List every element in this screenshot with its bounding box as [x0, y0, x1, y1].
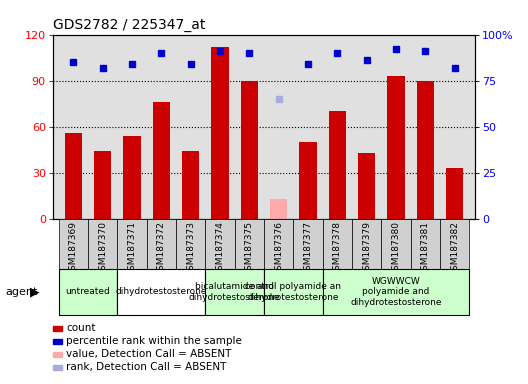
Text: GSM187376: GSM187376: [274, 221, 283, 276]
Bar: [440, 219, 469, 269]
Bar: [264, 219, 294, 269]
Bar: [323, 219, 352, 269]
Text: GSM187379: GSM187379: [362, 221, 371, 276]
Text: percentile rank within the sample: percentile rank within the sample: [66, 336, 242, 346]
Bar: [323, 269, 469, 315]
Bar: [88, 219, 117, 269]
Text: GSM187372: GSM187372: [157, 221, 166, 276]
Bar: [205, 219, 234, 269]
Bar: [147, 219, 176, 269]
Text: bicalutamide and
dihydrotestosterone: bicalutamide and dihydrotestosterone: [189, 282, 280, 301]
Bar: [294, 219, 323, 269]
Text: agent: agent: [5, 287, 37, 297]
Bar: [123, 136, 141, 219]
Text: GSM187374: GSM187374: [215, 221, 224, 276]
Bar: [417, 81, 434, 219]
Text: GSM187377: GSM187377: [304, 221, 313, 276]
Bar: [234, 219, 264, 269]
Bar: [117, 219, 147, 269]
Bar: [241, 81, 258, 219]
Text: GSM187380: GSM187380: [391, 221, 401, 276]
Bar: [211, 47, 229, 219]
Text: dihydrotestosterone: dihydrotestosterone: [116, 287, 207, 296]
Bar: [94, 151, 111, 219]
Bar: [387, 76, 405, 219]
Bar: [299, 142, 317, 219]
Text: count: count: [66, 323, 96, 333]
Text: GSM187381: GSM187381: [421, 221, 430, 276]
Text: GDS2782 / 225347_at: GDS2782 / 225347_at: [53, 18, 205, 32]
Text: GSM187378: GSM187378: [333, 221, 342, 276]
Text: GSM187370: GSM187370: [98, 221, 107, 276]
Bar: [358, 153, 375, 219]
Text: GSM187371: GSM187371: [127, 221, 137, 276]
Text: value, Detection Call = ABSENT: value, Detection Call = ABSENT: [66, 349, 231, 359]
Text: GSM187373: GSM187373: [186, 221, 195, 276]
Bar: [64, 133, 82, 219]
Bar: [117, 269, 205, 315]
Text: GSM187375: GSM187375: [245, 221, 254, 276]
Text: untreated: untreated: [65, 287, 110, 296]
Text: GSM187382: GSM187382: [450, 221, 459, 276]
Bar: [328, 111, 346, 219]
Bar: [446, 168, 464, 219]
Bar: [270, 199, 287, 219]
Bar: [352, 219, 381, 269]
Bar: [153, 102, 170, 219]
Text: GSM187369: GSM187369: [69, 221, 78, 276]
Text: WGWWCW
polyamide and
dihydrotestosterone: WGWWCW polyamide and dihydrotestosterone: [350, 277, 442, 307]
Bar: [59, 269, 117, 315]
Bar: [59, 219, 88, 269]
Text: control polyamide an
dihydrotestosterone: control polyamide an dihydrotestosterone: [246, 282, 341, 301]
Bar: [264, 269, 323, 315]
Text: rank, Detection Call = ABSENT: rank, Detection Call = ABSENT: [66, 362, 227, 372]
Text: ▶: ▶: [30, 285, 39, 298]
Bar: [411, 219, 440, 269]
Bar: [205, 269, 264, 315]
Bar: [182, 151, 200, 219]
Bar: [176, 219, 205, 269]
Bar: [381, 219, 411, 269]
